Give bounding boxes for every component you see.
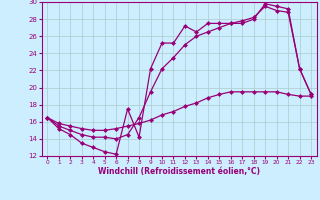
X-axis label: Windchill (Refroidissement éolien,°C): Windchill (Refroidissement éolien,°C) bbox=[98, 167, 260, 176]
